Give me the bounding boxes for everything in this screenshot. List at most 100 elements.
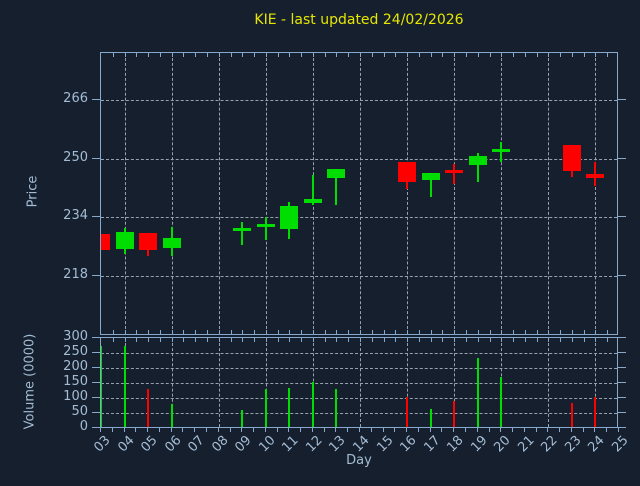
volume-bar-day-18 (453, 401, 456, 427)
x-minor-tick (312, 338, 314, 342)
candle-body-day-05 (139, 233, 158, 250)
x-minor-tick (171, 330, 173, 334)
candle-wick-day-13 (335, 168, 338, 206)
x-minor-tick (301, 338, 303, 342)
x-minor-tick (324, 338, 326, 342)
x-minor-tick (254, 53, 256, 57)
x-axis-tick (111, 428, 113, 432)
x-minor-tick (454, 53, 456, 57)
x-minor-tick (395, 338, 397, 342)
x-minor-tick (360, 338, 361, 342)
x-axis-tick (512, 428, 514, 432)
x-minor-tick (454, 338, 456, 342)
volume-bar-day-16 (406, 396, 409, 427)
x-minor-tick (159, 53, 161, 57)
x-axis-tick (135, 428, 137, 432)
x-minor-tick (489, 338, 491, 342)
x-axis-tick (594, 428, 596, 432)
x-minor-tick (595, 338, 597, 342)
x-axis-tick (300, 428, 302, 432)
x-minor-tick (536, 330, 538, 334)
x-minor-tick (277, 330, 279, 334)
volume-tick-right (618, 352, 626, 353)
volume-gridline-vertical (360, 338, 361, 427)
x-minor-tick (477, 330, 479, 334)
price-tick (92, 99, 100, 100)
x-axis-tick (276, 428, 278, 432)
x-minor-tick (112, 330, 114, 334)
x-axis-tick (606, 428, 608, 432)
x-minor-tick (418, 53, 420, 57)
x-minor-tick (242, 53, 244, 57)
x-minor-tick (607, 330, 609, 334)
x-minor-tick (206, 53, 208, 57)
x-minor-tick (265, 53, 267, 57)
x-minor-tick (230, 330, 232, 334)
x-minor-tick (442, 338, 444, 342)
x-minor-tick (501, 330, 503, 334)
volume-tick-label: 150 (63, 374, 88, 389)
x-axis-tick (417, 428, 419, 432)
volume-tick-label: 250 (63, 344, 88, 359)
x-minor-tick (465, 53, 467, 57)
price-gridline-vertical (218, 53, 220, 334)
x-axis-tick (217, 428, 219, 432)
volume-gridline-vertical (171, 338, 173, 427)
x-minor-tick (124, 330, 126, 334)
candle-body-day-17 (421, 172, 440, 181)
x-minor-tick (336, 53, 338, 57)
x-minor-tick (242, 338, 244, 342)
volume-tick-label: 50 (71, 404, 88, 419)
x-minor-tick (501, 338, 503, 342)
x-minor-tick (430, 53, 432, 57)
volume-tick-right (618, 427, 626, 428)
volume-tick (92, 367, 100, 368)
x-minor-tick (218, 53, 220, 57)
x-minor-tick (218, 338, 220, 342)
price-tick-label: 234 (63, 208, 88, 224)
x-minor-tick (230, 338, 232, 342)
volume-gridline-vertical (218, 338, 220, 427)
x-minor-tick (360, 330, 361, 334)
x-minor-tick (183, 330, 185, 334)
volume-tick (92, 427, 100, 428)
x-minor-tick (560, 53, 562, 57)
x-minor-tick (465, 338, 467, 342)
volume-tick (92, 412, 100, 413)
x-axis-tick (194, 428, 196, 432)
x-minor-tick (477, 53, 479, 57)
x-axis-tick (123, 428, 125, 432)
candle-body-day-18 (445, 169, 464, 173)
x-minor-tick (312, 53, 314, 57)
x-minor-tick (265, 330, 267, 334)
volume-tick (92, 397, 100, 398)
x-minor-tick (571, 53, 573, 57)
x-minor-tick (513, 53, 515, 57)
x-minor-tick (136, 338, 138, 342)
x-minor-tick (289, 338, 291, 342)
volume-gridline-vertical (407, 338, 409, 427)
volume-bar-day-23 (570, 402, 573, 427)
volume-tick-right (618, 397, 626, 398)
x-axis-tick (453, 428, 455, 432)
x-minor-tick (395, 330, 397, 334)
price-gridline-vertical (171, 53, 173, 334)
price-gridline (101, 100, 617, 101)
volume-tick-label: 0 (79, 419, 88, 434)
candle-body-day-11 (280, 205, 299, 230)
x-minor-tick (159, 338, 161, 342)
x-axis-tick (323, 428, 325, 432)
candle-body-day-03 (101, 233, 110, 251)
x-minor-tick (371, 338, 373, 342)
volume-tick (92, 337, 100, 338)
price-tick-right (618, 99, 626, 100)
x-minor-tick (583, 330, 585, 334)
x-minor-tick (383, 53, 385, 57)
price-gridline-vertical (595, 53, 597, 334)
x-minor-tick (418, 330, 420, 334)
x-axis-tick (406, 428, 408, 432)
x-minor-tick (348, 53, 350, 57)
x-minor-tick (206, 330, 208, 334)
x-axis-tick (205, 428, 207, 432)
x-minor-tick (301, 53, 303, 57)
